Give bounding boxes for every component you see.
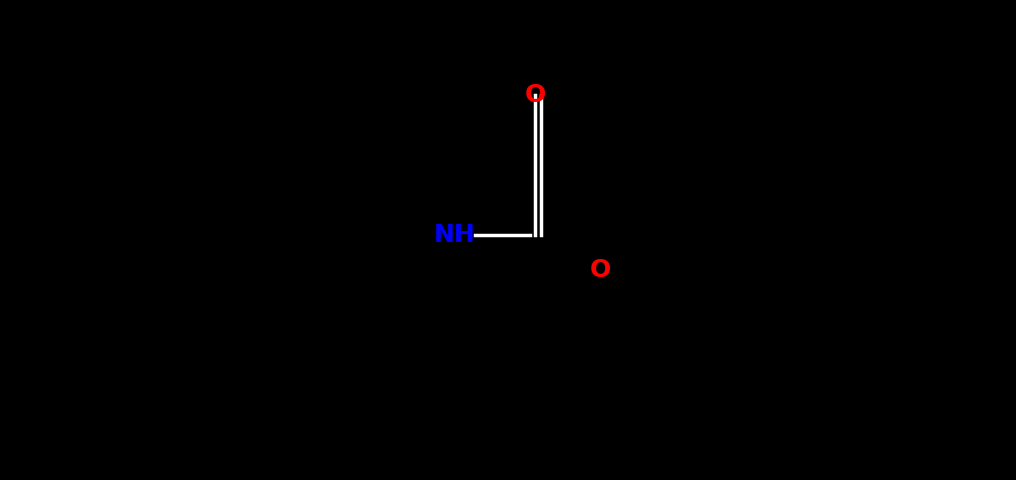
Text: O: O (589, 258, 611, 282)
Text: O: O (524, 83, 546, 107)
Text: NH: NH (434, 223, 475, 247)
